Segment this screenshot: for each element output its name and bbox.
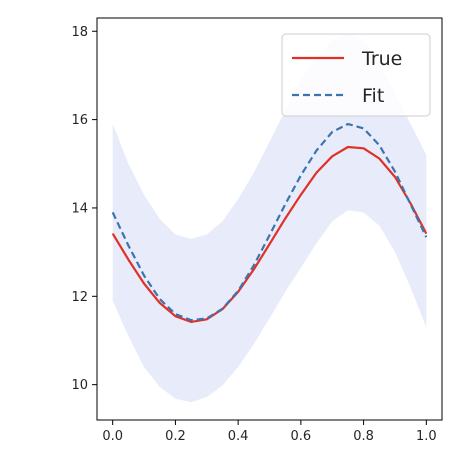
axes-frame bbox=[96, 17, 443, 421]
series-line-true bbox=[111, 145, 428, 323]
y-tick-label: 16 bbox=[71, 113, 88, 128]
y-tick-label: 14 bbox=[71, 201, 88, 216]
x-tick-label: 0.8 bbox=[353, 429, 374, 444]
x-tick-label: 1.0 bbox=[416, 429, 437, 444]
x-tick-label: 0.0 bbox=[102, 429, 123, 444]
y-tick-label: 12 bbox=[71, 290, 88, 305]
y-axis: 10 12 14 16 18 bbox=[71, 25, 97, 393]
x-tick-label: 0.6 bbox=[291, 429, 312, 444]
legend-label-fit: Fit bbox=[362, 85, 384, 107]
confidence-band bbox=[112, 33, 427, 403]
y-tick-label: 10 bbox=[71, 378, 88, 393]
series-line-fit bbox=[111, 122, 428, 322]
x-tick-label: 0.2 bbox=[165, 429, 186, 444]
x-tick-label: 0.4 bbox=[228, 429, 249, 444]
legend-label-true: True bbox=[361, 48, 402, 70]
legend-box bbox=[281, 33, 431, 117]
legend: True Fit bbox=[281, 33, 431, 117]
plot-area bbox=[111, 33, 428, 403]
x-axis: 0.0 0.2 0.4 0.6 0.8 1.0 bbox=[102, 420, 437, 444]
y-tick-label: 18 bbox=[71, 25, 88, 40]
